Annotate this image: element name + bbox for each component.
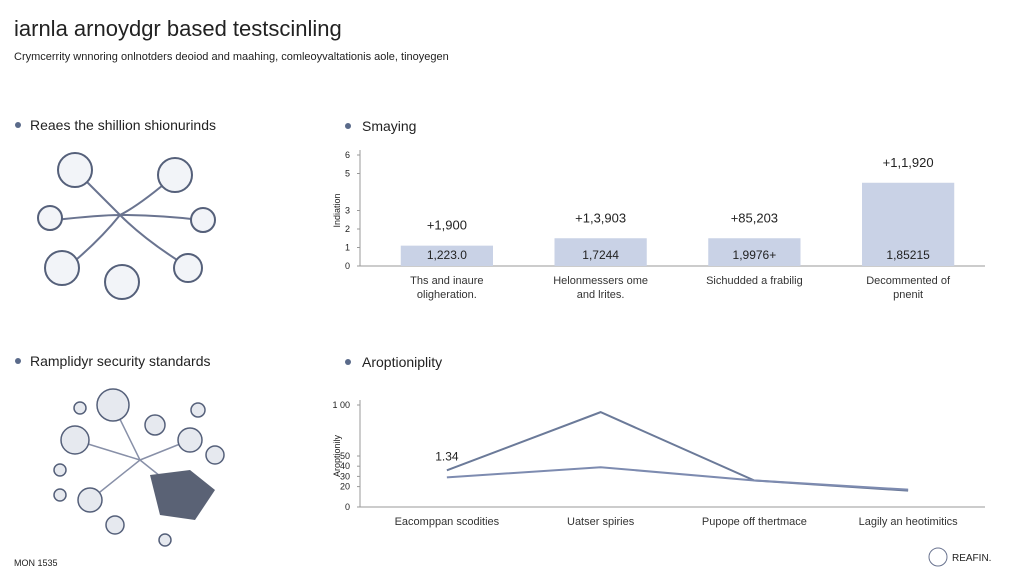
bar-inner-label: 1,7244 xyxy=(582,248,619,262)
x-tick-label: Helonmessers ome and lrites. xyxy=(553,275,648,301)
x-tick-label: Lagily an heotimitics xyxy=(858,516,958,528)
x-tick-label: Pupope off thertmace xyxy=(701,516,807,528)
y-tick-label: 20 xyxy=(340,482,350,492)
x-tick-label-box: Sichudded a frabilig xyxy=(706,275,803,287)
x-tick-label-box: Lagily an heotimitics xyxy=(858,516,958,528)
footer-left: MON 1535 xyxy=(14,558,58,568)
subtitle: Crymcerrity wnnoring onlnotders deoiod a… xyxy=(14,51,449,63)
annotation: 1.34 xyxy=(435,449,459,463)
bar-inner-label: 1,223.0 xyxy=(427,248,467,262)
bullet xyxy=(15,122,21,128)
x-tick-label-box: Uatser spiries xyxy=(567,516,635,528)
y-tick-label: 1 00 xyxy=(332,400,350,410)
x-tick-label-box: Helonmessers ome and lrites. xyxy=(553,275,648,301)
bar xyxy=(862,182,955,266)
bullet xyxy=(345,359,351,365)
bar-top-label: +1,1,920 xyxy=(883,155,934,170)
section-title: Reaes the shillion shionurinds xyxy=(30,117,216,133)
footer-right: REAFIN. xyxy=(952,553,991,564)
x-tick-label: Sichudded a frabilig xyxy=(706,275,803,287)
x-tick-label-box: Decommented of pnenit xyxy=(866,275,950,301)
bar-inner-label: 1,9976+ xyxy=(733,248,777,262)
bullet xyxy=(15,358,21,364)
y-tick-label: 0 xyxy=(345,261,350,271)
x-tick-label: Ths and inaure oligheration. xyxy=(410,275,484,301)
x-tick-label-box: Ths and inaure oligheration. xyxy=(410,275,484,301)
y-tick-label: 3 xyxy=(345,206,350,216)
logo xyxy=(928,547,948,567)
y-tick-label: 2 xyxy=(345,224,350,234)
y-tick-label: 6 xyxy=(345,150,350,160)
section-title: Ramplidyr security standards xyxy=(30,353,211,369)
bar-inner-label: 1,85215 xyxy=(886,248,930,262)
network-diagram xyxy=(37,152,216,300)
y-axis-label: Aroptionily xyxy=(332,434,342,477)
y-tick-label: 5 xyxy=(345,169,350,179)
y-tick-label: 0 xyxy=(345,502,350,512)
chart-title: Aroptioniplity xyxy=(362,354,442,370)
x-tick-label: Eacomppan scodities xyxy=(394,516,500,528)
network-diagram xyxy=(53,388,225,547)
y-axis-label: Indiation xyxy=(332,193,342,227)
bar-top-label: +1,900 xyxy=(427,218,467,233)
x-tick-label-box: Pupope off thertmace xyxy=(701,516,807,528)
x-tick-label: Decommented of pnenit xyxy=(866,275,950,301)
x-tick-label: Uatser spiries xyxy=(567,516,635,528)
line-series xyxy=(446,466,909,491)
x-tick-label-box: Eacomppan scodities xyxy=(394,516,500,528)
y-tick-label: 30 xyxy=(340,471,350,481)
bar xyxy=(400,245,493,266)
y-tick-label: 1 xyxy=(345,243,350,253)
y-tick-label: 50 xyxy=(340,451,350,461)
bullet xyxy=(345,123,351,129)
bar-top-label: +1,3,903 xyxy=(575,210,626,225)
bar xyxy=(554,238,647,266)
y-tick-label: 40 xyxy=(340,461,350,471)
bar-top-label: +85,203 xyxy=(731,210,778,225)
title: iarnla arnoydgr based testscinling xyxy=(14,16,342,41)
bar xyxy=(708,238,801,266)
chart-title: Smaying xyxy=(362,118,416,134)
line-series xyxy=(446,411,909,492)
